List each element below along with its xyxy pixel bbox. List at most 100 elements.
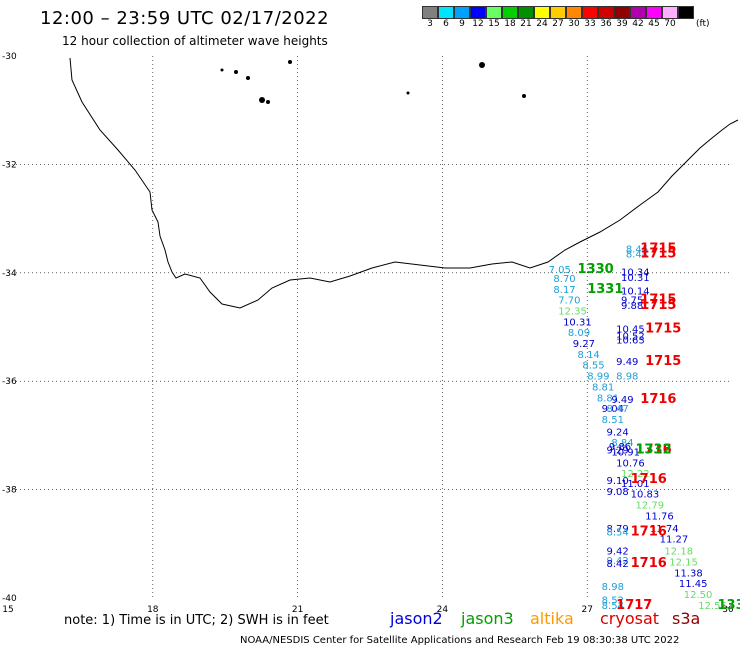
wave-height-label: 8.42 — [607, 559, 629, 570]
wave-height-label: 10.52 — [616, 331, 645, 342]
legend-label: 42 — [632, 19, 644, 29]
wave-height-label: 12.15 — [669, 557, 698, 568]
wave-height-label: 11.38 — [674, 568, 703, 579]
legend-swatch — [630, 6, 646, 19]
legend-label: 70 — [664, 19, 676, 29]
lon-tick-label: 24 — [437, 605, 449, 615]
lat-tick-label: -40 — [2, 594, 17, 604]
wave-height-label: 12.22 — [621, 469, 650, 480]
wave-height-label: 12.79 — [635, 501, 664, 512]
wave-height-label: 7.05 — [549, 265, 571, 276]
wave-height-label: 8.17 — [553, 285, 575, 296]
legend-swatch — [614, 6, 630, 19]
wave-height-label: 11.76 — [645, 511, 674, 522]
pass-time-label: 1332 — [635, 442, 671, 457]
legend-swatch — [582, 6, 598, 19]
coastline — [69, 57, 739, 309]
wave-height-label: 8.54 — [607, 528, 629, 539]
wave-height-label: 9.10 — [607, 476, 629, 487]
wave-height-label: 9.42 — [607, 556, 629, 567]
wave-height-label: 9.86 — [609, 442, 631, 453]
color-legend: 3 6 9 12 15 18 21 24 27 30 33 36 39 42 45 70 (ft) — [422, 6, 710, 29]
legend-label: 6 — [443, 19, 449, 29]
wave-height-label: 7.70 — [558, 296, 580, 307]
wave-height-label: 8.84 — [611, 438, 633, 449]
wave-height-label: 11.01 — [621, 479, 650, 490]
wave-height-label: 8.99 — [587, 372, 609, 383]
wave-height-label: 9.42 — [607, 547, 629, 558]
wave-height-label: 9.88 — [621, 301, 643, 312]
wave-height-label: 9.04 — [602, 404, 624, 415]
island — [522, 94, 526, 98]
wave-height-label: 8.46 — [626, 245, 648, 256]
legend-label: 18 — [504, 19, 516, 29]
legend-swatch — [662, 6, 678, 19]
island — [246, 76, 250, 80]
wave-height-label: 8.81 — [597, 393, 619, 404]
footer-note: note: 1) Time is in UTC; 2) SWH is in fe… — [64, 613, 329, 628]
wave-height-label: 8.55 — [582, 361, 604, 372]
pass-time-label: 1715 — [640, 247, 676, 262]
wave-height-label: 11.27 — [660, 535, 689, 546]
wave-height-label: 10.63 — [616, 335, 645, 346]
wave-height-label: 9.29 — [607, 445, 629, 456]
wave-height-label: 12.18 — [664, 547, 693, 558]
lon-tick-label: 30 — [722, 605, 734, 615]
wave-height-label: 8.51 — [602, 415, 624, 426]
lat-tick-label: -34 — [2, 269, 17, 279]
wave-height-label: 8.52 — [602, 595, 624, 606]
satellite-jason3: jason3 — [461, 609, 514, 628]
wave-height-label: 8.79 — [607, 524, 629, 535]
island — [234, 70, 238, 74]
pass-time-label: 1715 — [640, 242, 676, 257]
wave-height-label: 8.09 — [568, 328, 590, 339]
lon-tick-label: 15 — [2, 605, 13, 615]
lat-tick-label: -38 — [2, 486, 17, 496]
legend-swatches — [422, 6, 710, 19]
island — [406, 91, 410, 95]
wave-height-label: 9.24 — [607, 427, 629, 438]
legend-label: 9 — [459, 19, 465, 29]
pass-time-label: 1715 — [645, 354, 681, 369]
legend-label: 15 — [488, 19, 500, 29]
legend-swatch — [454, 6, 470, 19]
wave-height-label: 11.74 — [650, 524, 679, 535]
wave-height-label: 9.49 — [616, 357, 638, 368]
legend-label: 3 — [427, 19, 433, 29]
wave-height-label: 10.91 — [611, 447, 640, 458]
satellite-s3a: s3a — [672, 609, 701, 628]
legend-swatch — [678, 6, 694, 19]
wave-height-label: 10.31 — [621, 273, 650, 284]
satellite-jason2: jason2 — [390, 609, 443, 628]
satellite-altika: altika — [530, 609, 574, 628]
legend-swatch — [438, 6, 454, 19]
legend-swatch — [646, 6, 662, 19]
wave-height-label: 12.35 — [558, 307, 587, 318]
wave-height-label: 8.44 — [626, 250, 648, 261]
pass-time-label: 1716 — [631, 525, 667, 540]
legend-swatch — [422, 6, 438, 19]
observations-layer: 7.058.708.177.7012.3510.318.099.278.148.… — [549, 242, 740, 613]
islands — [220, 60, 526, 104]
wave-height-label: 8.54 — [602, 601, 624, 612]
pass-time-label: 1716 — [640, 392, 676, 407]
wave-height-label: 11.45 — [679, 579, 708, 590]
wave-height-label: 8.81 — [592, 382, 614, 393]
wave-height-label: 8.70 — [553, 274, 575, 285]
wave-height-label: 12.50 — [684, 590, 713, 601]
wave-height-label: 9.08 — [607, 487, 629, 498]
legend-label: 21 — [520, 19, 532, 29]
pass-time-label: 1716 — [631, 472, 667, 487]
island — [259, 97, 265, 103]
wave-height-label: 8.98 — [616, 372, 638, 383]
chart-title: 12:00 – 23:59 UTC 02/17/2022 — [40, 8, 330, 29]
lon-tick-label: 27 — [581, 605, 592, 615]
legend-swatch — [566, 6, 582, 19]
lat-tick-label: -30 — [2, 52, 17, 62]
legend-swatch — [550, 6, 566, 19]
pass-time-label: 1715 — [645, 321, 681, 336]
chart-subtitle: 12 hour collection of altimeter wave hei… — [62, 34, 328, 48]
wave-height-label: 10.34 — [621, 268, 650, 279]
pass-time-label: 1331 — [587, 282, 623, 297]
wave-height-label: 9.49 — [611, 395, 633, 406]
